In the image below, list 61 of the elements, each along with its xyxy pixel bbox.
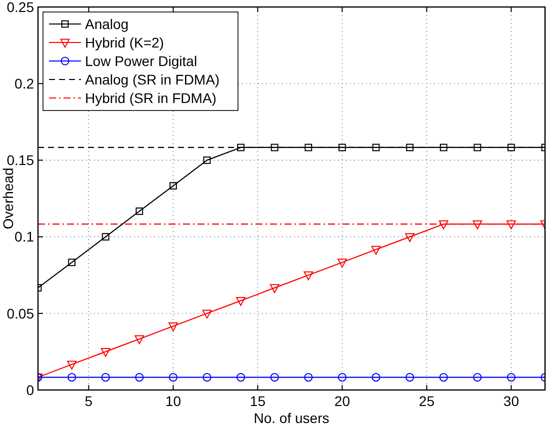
x-tick-label: 15	[250, 393, 266, 409]
point	[270, 372, 279, 382]
y-tick-label: 0.25	[6, 0, 34, 15]
point	[203, 156, 211, 164]
point	[474, 144, 482, 152]
point	[438, 220, 448, 230]
point	[236, 296, 246, 306]
x-tick-label: 5	[84, 393, 93, 409]
point	[270, 144, 278, 152]
legend-label: Hybrid (SR in FDMA)	[85, 90, 216, 106]
point	[304, 372, 313, 382]
point	[472, 220, 482, 230]
legend-label: Low Power Digital	[85, 52, 198, 69]
y-axis-title: Overhead	[0, 168, 16, 230]
point	[202, 310, 212, 319]
y-tick-label: 0.2	[14, 76, 34, 92]
point	[372, 144, 380, 152]
x-tick-label: 20	[334, 393, 350, 409]
y-tick-label: 0.05	[6, 305, 34, 322]
legend-label: Hybrid (K=2)	[85, 34, 164, 50]
point	[338, 258, 347, 268]
point	[202, 372, 212, 382]
point	[473, 372, 482, 382]
x-axis-title: No. of users	[254, 410, 330, 426]
point	[270, 284, 280, 294]
point	[101, 372, 110, 382]
y-tick-label: 0	[26, 382, 34, 398]
point	[338, 144, 346, 152]
point	[508, 144, 515, 152]
point	[68, 258, 76, 266]
x-tick-label: 30	[503, 393, 520, 409]
y-tick-label: 0.1	[14, 228, 34, 245]
legend-label: Analog	[85, 16, 129, 32]
point	[68, 372, 76, 382]
point	[440, 144, 448, 152]
point	[506, 220, 516, 230]
point	[102, 233, 110, 240]
point	[170, 182, 177, 190]
point	[406, 372, 414, 382]
point	[405, 233, 414, 242]
point	[168, 372, 178, 382]
point	[237, 144, 244, 152]
point	[338, 372, 346, 382]
point	[134, 335, 144, 344]
point	[371, 246, 381, 255]
point	[135, 372, 144, 382]
point	[100, 348, 110, 357]
point	[406, 144, 414, 152]
point	[506, 372, 516, 382]
point	[67, 360, 76, 370]
point	[136, 208, 144, 215]
point	[236, 372, 246, 382]
point	[439, 372, 448, 382]
point	[168, 322, 178, 332]
point	[304, 271, 314, 280]
point	[372, 372, 380, 382]
legend-label: Analog (SR in FDMA)	[85, 71, 220, 88]
point	[304, 144, 312, 152]
x-tick-label: 25	[418, 393, 435, 409]
y-tick-label: 0.15	[6, 152, 34, 168]
x-tick-label: 10	[165, 393, 182, 409]
